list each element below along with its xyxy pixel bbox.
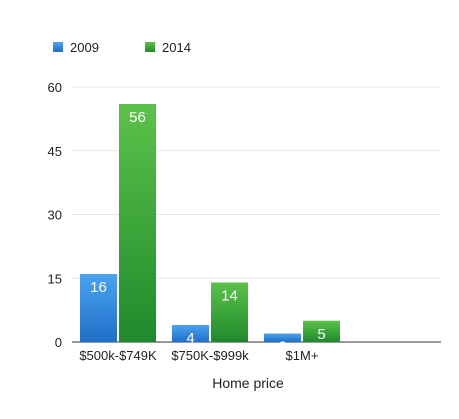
legend-label-2014: 2014	[162, 40, 191, 55]
bar-2009-0	[80, 274, 117, 342]
bar-2014-0	[119, 104, 156, 342]
y-tick-label: 0	[55, 335, 62, 350]
bar-2009-2	[264, 333, 301, 342]
bar-value-label: 2	[278, 339, 286, 356]
y-tick-label: 45	[48, 144, 62, 159]
x-category-label: $750K-$999k	[171, 348, 249, 363]
legend: 2009 2014	[53, 40, 191, 55]
bar-value-label: 14	[221, 288, 238, 305]
bar-value-label: 5	[317, 326, 325, 343]
y-axis: 0 15 30 45 60	[48, 80, 62, 350]
x-axis-title: Home price	[212, 375, 284, 391]
bar-2009-1	[172, 325, 209, 342]
legend-swatch-2014	[145, 42, 155, 52]
x-axis: $500k-$749K $750K-$999k $1M+	[79, 348, 318, 363]
x-category-label: $500k-$749K	[79, 348, 157, 363]
bar-value-label: 16	[90, 279, 107, 296]
bar-2014-1	[211, 282, 248, 342]
x-category-label: $1M+	[286, 348, 319, 363]
y-tick-label: 15	[48, 271, 62, 286]
bars: 16 56 4 14 2 5	[80, 104, 340, 356]
bar-value-label: 56	[129, 109, 146, 126]
legend-label-2009: 2009	[70, 40, 99, 55]
y-tick-label: 60	[48, 80, 62, 95]
bar-value-label: 4	[186, 330, 194, 347]
y-tick-label: 30	[48, 208, 62, 223]
bar-2014-2	[303, 320, 340, 342]
legend-swatch-2009	[53, 42, 63, 52]
